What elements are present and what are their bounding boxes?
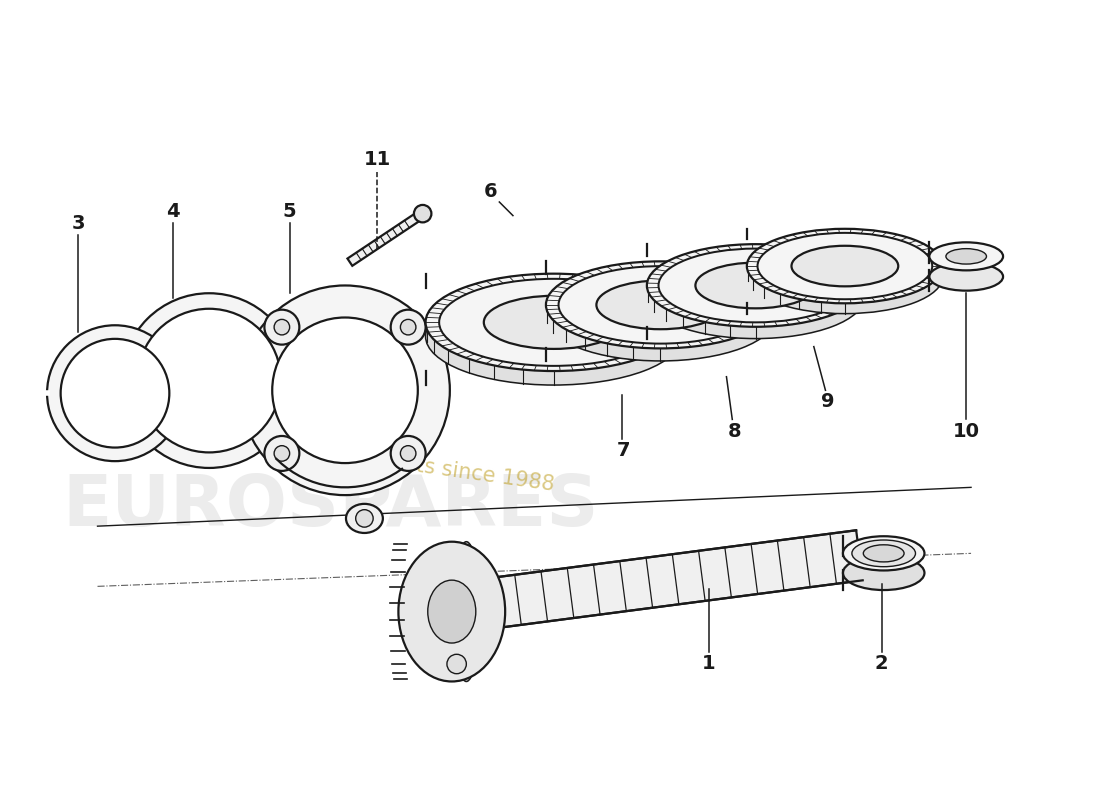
Ellipse shape (851, 540, 915, 566)
Text: 3: 3 (72, 214, 85, 233)
Ellipse shape (843, 556, 924, 590)
Ellipse shape (792, 246, 899, 286)
Text: EUROSPARES: EUROSPARES (63, 472, 598, 542)
Text: 2: 2 (874, 654, 889, 674)
Text: 7: 7 (617, 441, 630, 460)
Circle shape (274, 319, 289, 335)
Ellipse shape (596, 281, 725, 330)
Ellipse shape (60, 339, 169, 447)
Text: 1: 1 (702, 654, 716, 674)
Ellipse shape (843, 536, 924, 570)
Ellipse shape (426, 274, 682, 371)
Ellipse shape (453, 542, 480, 682)
Circle shape (355, 510, 373, 527)
Circle shape (390, 310, 426, 345)
Ellipse shape (346, 504, 383, 533)
Ellipse shape (428, 580, 476, 643)
Circle shape (264, 436, 299, 471)
Text: 5: 5 (283, 202, 297, 222)
Text: 9: 9 (821, 393, 834, 411)
Ellipse shape (747, 239, 943, 314)
Circle shape (400, 319, 416, 335)
Text: 11: 11 (363, 150, 390, 169)
Ellipse shape (647, 256, 865, 338)
Ellipse shape (426, 288, 682, 385)
Polygon shape (348, 210, 425, 266)
Ellipse shape (484, 296, 624, 349)
Text: 10: 10 (953, 422, 980, 441)
Text: a passion for parts since 1988: a passion for parts since 1988 (241, 431, 556, 495)
Ellipse shape (946, 249, 987, 264)
Circle shape (274, 446, 289, 461)
Text: 4: 4 (166, 202, 180, 222)
Circle shape (390, 436, 426, 471)
Ellipse shape (930, 262, 1003, 290)
Ellipse shape (47, 326, 183, 461)
Ellipse shape (122, 294, 297, 468)
Ellipse shape (240, 286, 450, 495)
Ellipse shape (695, 262, 816, 308)
Ellipse shape (864, 545, 904, 562)
Ellipse shape (659, 249, 852, 322)
Text: 8: 8 (727, 422, 741, 441)
Circle shape (400, 446, 416, 461)
Polygon shape (409, 530, 862, 638)
Ellipse shape (758, 233, 932, 299)
Ellipse shape (559, 266, 762, 344)
Text: 6: 6 (484, 182, 497, 201)
Ellipse shape (930, 242, 1003, 270)
Ellipse shape (747, 229, 943, 303)
Ellipse shape (398, 542, 505, 682)
Circle shape (447, 654, 466, 674)
Ellipse shape (546, 274, 776, 361)
Ellipse shape (272, 318, 418, 463)
Ellipse shape (546, 262, 776, 349)
Circle shape (264, 310, 299, 345)
Circle shape (414, 205, 431, 222)
Ellipse shape (647, 244, 865, 326)
Ellipse shape (439, 279, 668, 366)
Ellipse shape (138, 309, 280, 453)
